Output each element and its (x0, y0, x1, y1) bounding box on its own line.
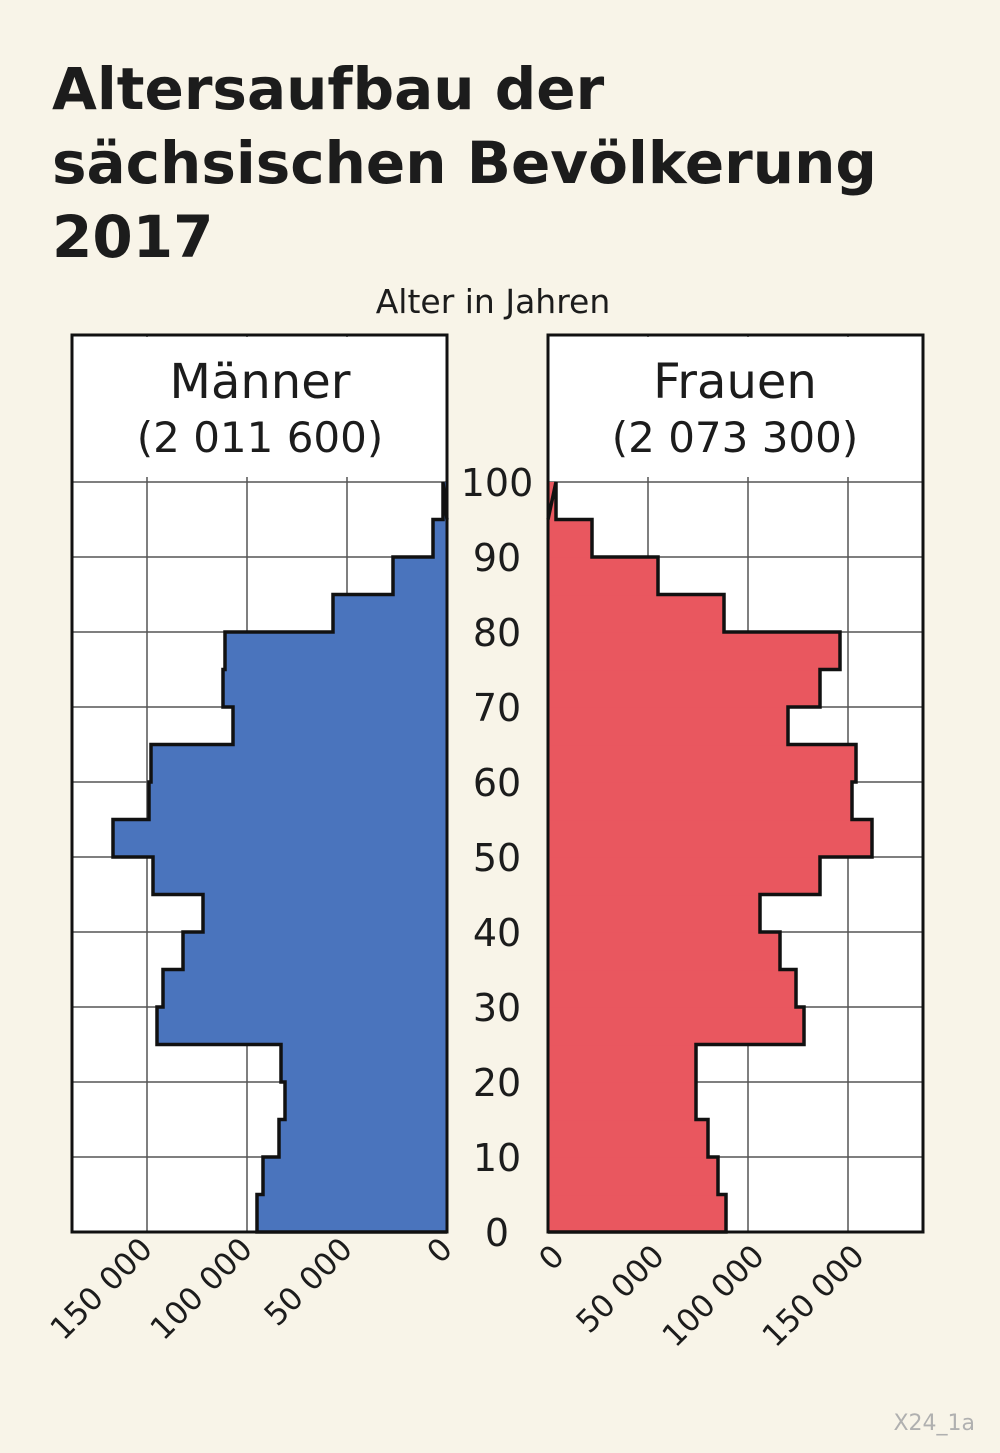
label-backdrop-women (550, 337, 921, 477)
bar-men (203, 894, 447, 933)
outline-women (546, 481, 874, 1234)
y-tick-label: 30 (473, 986, 521, 1030)
bar-men (257, 1194, 447, 1233)
bar-men (153, 857, 447, 896)
bar-women (548, 1119, 708, 1158)
x-tick-label-men: 0 (420, 1231, 459, 1270)
y-axis-ticks: 0 10 20 30 40 50 60 70 80 90 100 (461, 461, 534, 1255)
x-tick-label-men: 150 000 (44, 1231, 160, 1347)
bar-women (548, 969, 796, 1008)
bar-women (548, 819, 872, 858)
x-tick-label-women: 0 (532, 1238, 571, 1277)
panel-men: Männer (2 011 600) (70, 333, 449, 1234)
x-tick-label-women: 50 000 (569, 1238, 671, 1340)
y-axis-label: Alter in Jahren (376, 282, 611, 321)
bar-women (548, 519, 592, 558)
y-tick-label: 10 (473, 1136, 521, 1180)
bar-men (263, 1157, 447, 1196)
y-tick-label: 0 (485, 1211, 509, 1255)
bar-women (548, 669, 820, 708)
x-tick-label-women: 100 000 (656, 1238, 772, 1354)
bar-men (225, 632, 447, 671)
bar-women (548, 707, 788, 746)
y-tick-label: 80 (473, 611, 521, 655)
bars-women (548, 482, 872, 1233)
outline-men (111, 481, 449, 1234)
figure-code: X24_1a (893, 1411, 975, 1436)
y-tick-label: 40 (473, 911, 521, 955)
bar-women (548, 782, 852, 821)
x-tick-label-men: 100 000 (144, 1231, 260, 1347)
bar-men (393, 557, 447, 596)
label-backdrop-men (74, 337, 445, 477)
y-tick-label: 100 (461, 461, 534, 505)
bar-women (548, 557, 658, 596)
title-line-1: Altersaufbau der (52, 55, 605, 123)
bar-men (149, 782, 447, 821)
bar-men (151, 744, 447, 783)
bar-women (548, 1194, 726, 1233)
y-tick-label: 90 (473, 536, 521, 580)
panel-women-border (546, 333, 925, 1234)
bar-men (163, 969, 447, 1008)
y-tick-label: 50 (473, 836, 521, 880)
x-tick-label-women: 150 000 (756, 1238, 872, 1354)
bar-women (548, 894, 760, 933)
y-tick-label: 60 (473, 761, 521, 805)
y-tick-label: 20 (473, 1061, 521, 1105)
page-title: Altersaufbau der sächsischen Bevölkerung… (52, 52, 952, 274)
bar-men (333, 594, 447, 633)
bar-women (548, 1007, 804, 1046)
bar-men (233, 707, 447, 746)
bar-men (157, 1007, 447, 1046)
legend-label-men: Männer (170, 354, 351, 410)
bar-women (548, 932, 780, 971)
legend-label-women: Frauen (653, 354, 817, 410)
y-tick-label: 70 (473, 686, 521, 730)
bar-women (548, 594, 724, 633)
bar-men (223, 669, 447, 708)
bar-men (433, 519, 447, 558)
bar-men (285, 1082, 447, 1121)
bar-women (548, 1157, 718, 1196)
bar-women (548, 857, 820, 896)
bars-men (113, 482, 447, 1233)
title-line-2: sächsischen Bevölkerung (52, 129, 877, 197)
title-line-3: 2017 (52, 203, 214, 271)
bar-women (548, 1082, 696, 1121)
bar-women (548, 632, 840, 671)
bar-women (548, 1044, 696, 1083)
bar-men (279, 1119, 447, 1158)
bar-women (548, 744, 856, 783)
panel-men-border (70, 333, 449, 1234)
bar-men (281, 1044, 447, 1083)
panel-women: Frauen (2 073 300) (546, 333, 925, 1234)
bar-men (183, 932, 447, 971)
x-tick-label-men: 50 000 (258, 1231, 360, 1333)
total-label-men: (2 011 600) (137, 413, 384, 462)
total-label-women: (2 073 300) (612, 413, 859, 462)
bar-men (113, 819, 447, 858)
